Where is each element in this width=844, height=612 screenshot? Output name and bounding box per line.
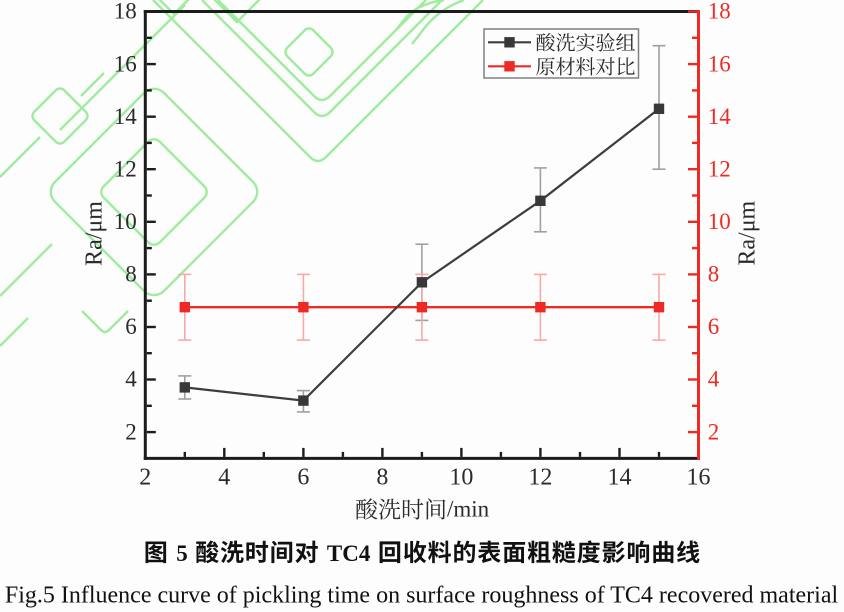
svg-text:2: 2 (139, 464, 151, 490)
svg-text:18: 18 (114, 0, 137, 24)
svg-text:4: 4 (125, 367, 137, 392)
svg-text:Ra/μm: Ra/μm (82, 201, 108, 266)
svg-text:16: 16 (708, 51, 731, 76)
svg-text:14: 14 (608, 464, 632, 490)
svg-text:Ra/μm: Ra/μm (735, 200, 761, 265)
svg-text:10: 10 (708, 209, 731, 234)
svg-text:16: 16 (687, 464, 711, 490)
svg-text:14: 14 (114, 104, 138, 129)
svg-text:12: 12 (114, 156, 137, 181)
svg-text:2: 2 (708, 419, 720, 444)
svg-text:Fig.5 Influence curve of pickl: Fig.5 Influence curve of pickling time o… (5, 582, 839, 608)
svg-text:6: 6 (297, 464, 309, 490)
svg-text:8: 8 (376, 464, 388, 490)
svg-text:18: 18 (708, 0, 731, 24)
svg-text:10: 10 (114, 209, 137, 234)
svg-text:2: 2 (125, 419, 137, 444)
svg-text:TC4: TC4 (327, 541, 371, 566)
svg-text:6: 6 (125, 314, 137, 339)
svg-text:4: 4 (218, 464, 230, 490)
svg-text:8: 8 (708, 262, 720, 287)
svg-text:8: 8 (125, 262, 137, 287)
svg-text:/min: /min (447, 497, 490, 522)
svg-text:10: 10 (449, 464, 473, 490)
svg-text:5: 5 (176, 541, 188, 566)
svg-text:6: 6 (708, 314, 720, 339)
svg-text:16: 16 (114, 51, 137, 76)
svg-text:12: 12 (708, 156, 731, 181)
svg-text:14: 14 (708, 104, 732, 129)
svg-text:12: 12 (528, 464, 552, 490)
svg-text:4: 4 (708, 367, 720, 392)
